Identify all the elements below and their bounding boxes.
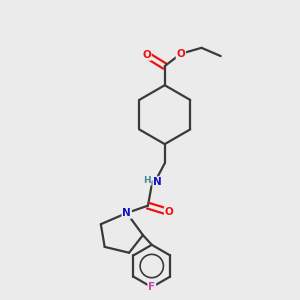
- Text: N: N: [153, 177, 162, 187]
- Text: F: F: [148, 282, 155, 292]
- Text: O: O: [142, 50, 151, 60]
- Text: H: H: [143, 176, 151, 185]
- Text: N: N: [122, 208, 131, 218]
- Text: O: O: [176, 49, 185, 59]
- Text: O: O: [165, 207, 173, 217]
